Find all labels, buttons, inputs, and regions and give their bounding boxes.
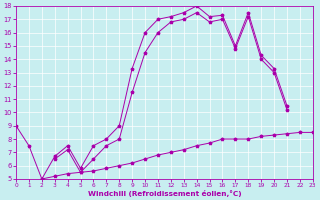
X-axis label: Windchill (Refroidissement éolien,°C): Windchill (Refroidissement éolien,°C) — [88, 190, 241, 197]
